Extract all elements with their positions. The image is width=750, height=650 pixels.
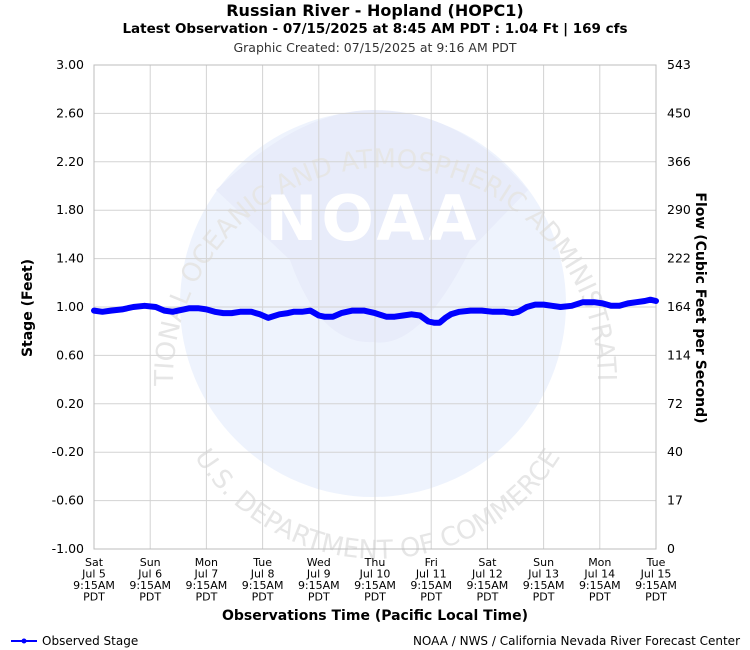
y2-tick-label: 164 [667, 299, 691, 314]
x-tick-label: Sun Jul 6 9:15AM PDT [129, 556, 171, 604]
y-tick-label: 3.00 [56, 57, 84, 72]
legend-line-icon [11, 638, 37, 644]
latest-observation: Latest Observation - 07/15/2025 at 8:45 … [122, 21, 628, 37]
legend: Observed Stage [10, 634, 138, 648]
graphic-created: Graphic Created: 07/15/2025 at 9:16 AM P… [233, 40, 517, 55]
noaa-watermark: NOAANATIONAL OCEANIC AND ATMOSPHERIC ADM… [0, 0, 621, 566]
y-axis-left: -1.00 -0.60 -0.20 0.20 0.60 1.00 1.40 1.80 2.20 2… [52, 57, 84, 556]
plot-frame [93, 64, 657, 550]
y2-tick-label: 0 [667, 541, 675, 556]
stage-chart: NOAANATIONAL OCEANIC AND ATMOSPHERIC ADM… [0, 0, 708, 624]
y-axis-right: 0 17 40 72 114 164 222 290 366 450 543 [667, 57, 691, 556]
legend-label: Observed Stage [42, 634, 139, 648]
y-tick-label: -0.20 [52, 444, 84, 459]
x-tick-label: Sun Jul 13 9:15AM PDT [523, 556, 565, 604]
y2-tick-label: 40 [667, 444, 683, 459]
chart-title: Russian River - Hopland (HOPC1) [226, 1, 524, 20]
x-tick-label: Mon Jul 14 9:15AM PDT [579, 556, 621, 604]
y-tick-label: 1.00 [56, 299, 84, 314]
x-axis-label: Observations Time (Pacific Local Time) [222, 608, 528, 624]
x-tick-label: Tue Jul 8 9:15AM PDT [242, 556, 284, 604]
y2-axis-label: Flow (Cubic Feet per Second) [692, 192, 708, 423]
y-tick-label: 1.80 [56, 202, 84, 217]
y2-tick-label: 114 [667, 347, 691, 362]
y2-tick-label: 222 [667, 251, 691, 266]
x-tick-label: Tue Jul 15 9:15AM PDT [635, 556, 677, 604]
y-tick-label: 2.60 [56, 105, 84, 120]
y2-tick-label: 72 [667, 396, 683, 411]
y2-tick-label: 543 [667, 57, 691, 72]
y-tick-label: 0.20 [56, 396, 84, 411]
y-tick-label: 0.60 [56, 347, 84, 362]
y-tick-label: -1.00 [52, 541, 84, 556]
x-tick-label: Mon Jul 7 9:15AM PDT [186, 556, 228, 604]
y2-tick-label: 366 [667, 154, 691, 169]
y2-tick-label: 290 [667, 202, 691, 217]
y-tick-label: 2.20 [56, 154, 84, 169]
credit: NOAA / NWS / California Nevada River For… [412, 634, 740, 648]
y-tick-label: -0.60 [52, 493, 84, 508]
x-tick-label: Sat Jul 12 9:15AM PDT [467, 556, 509, 604]
series-observed-stage [91, 296, 659, 326]
y2-tick-label: 17 [667, 493, 683, 508]
x-tick-label: Wed Jul 9 9:15AM PDT [298, 556, 340, 604]
watermark-logo-text: NOAA [266, 182, 481, 255]
y-axis-label: Stage (Feet) [20, 259, 36, 357]
y2-tick-label: 450 [667, 105, 691, 120]
y-tick-label: 1.40 [56, 251, 84, 266]
x-tick-label: Fri Jul 11 9:15AM PDT [410, 556, 452, 604]
x-axis: Sat Jul 5 9:15AM PDT Sun Jul 6 9:15AM PDT Mon Jul… [73, 556, 677, 604]
x-tick-label: Thu Jul 10 9:15AM PDT [354, 556, 396, 604]
x-tick-label: Sat Jul 5 9:15AM PDT [73, 556, 115, 604]
watermark-bird [216, 110, 528, 343]
series-line-observed-stage [91, 296, 659, 326]
